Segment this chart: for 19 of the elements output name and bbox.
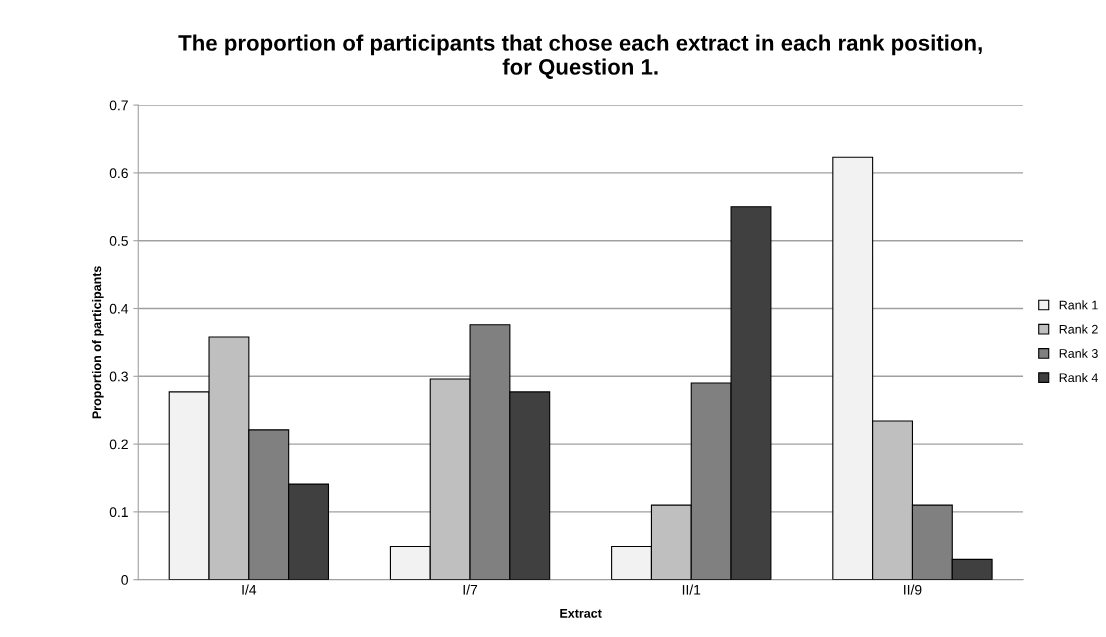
y-tick-label: 0.4 bbox=[109, 303, 129, 314]
x-tick-label: I/4 bbox=[242, 584, 257, 595]
y-axis-title: Proportion of participants bbox=[92, 266, 104, 419]
x-tick-label: I/7 bbox=[463, 584, 478, 595]
y-tick-label: 0.7 bbox=[109, 100, 128, 111]
y-tick-label: 0.2 bbox=[109, 439, 128, 450]
chart-title: The proportion of participants that chose each extract in each rank position, for Question 1. bbox=[178, 34, 982, 79]
y-tick-label: 0.6 bbox=[109, 168, 128, 179]
x-tick-label: II/1 bbox=[682, 584, 701, 595]
legend-label: Rank 3 bbox=[1059, 348, 1098, 358]
y-tick-label: 0.5 bbox=[109, 236, 128, 246]
y-tick-label: 0.3 bbox=[109, 371, 128, 382]
y-tick-label: 0 bbox=[121, 575, 128, 585]
legend-label: Rank 4 bbox=[1059, 372, 1098, 383]
x-tick-label: II/9 bbox=[904, 584, 922, 595]
legend-label: Rank 2 bbox=[1059, 324, 1098, 334]
x-axis-title: Extract bbox=[560, 609, 602, 618]
legend-label: Rank 1 bbox=[1059, 300, 1098, 310]
y-tick-label: 0.1 bbox=[109, 507, 128, 518]
